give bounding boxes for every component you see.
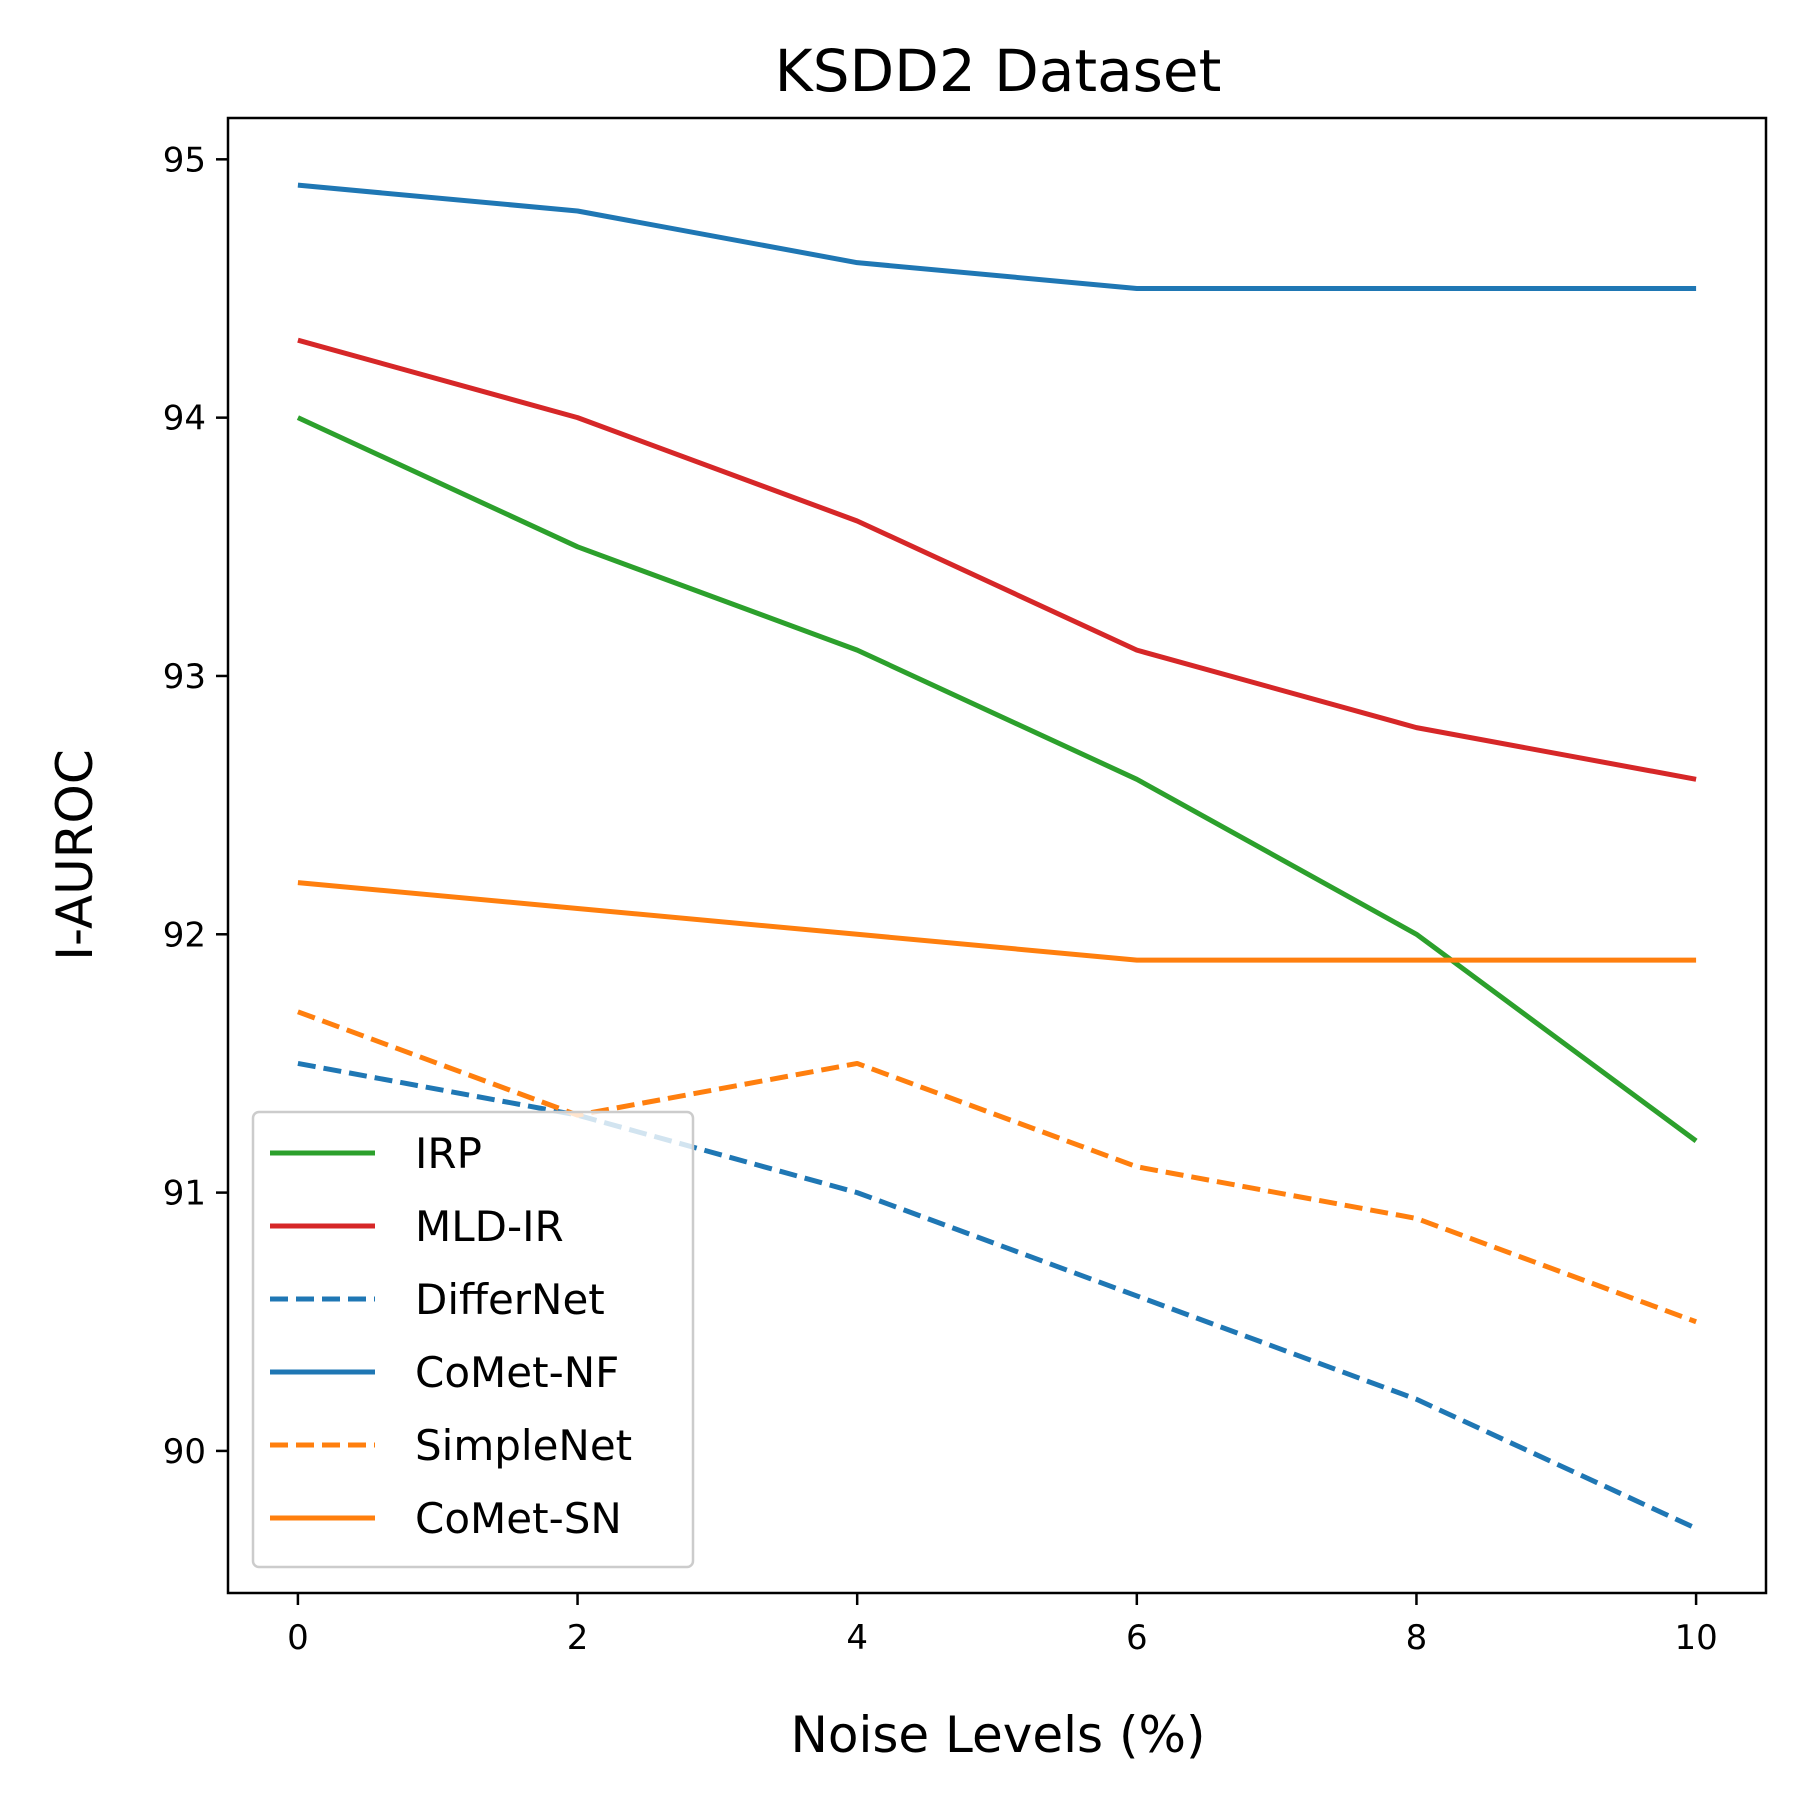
series-line-comet-nf [297, 182, 1697, 291]
x-tick-label: 10 [1674, 1618, 1717, 1658]
y-tick-label: 90 [163, 1432, 206, 1472]
y-axis: 90 91 92 93 94 95 [163, 140, 228, 1472]
y-tick-label: 91 [163, 1174, 206, 1214]
y-axis-title: I-AUROC [46, 749, 104, 961]
y-tick-label: 95 [163, 140, 206, 180]
legend-label: CoMet-NF [415, 1348, 619, 1397]
x-tick-label: 2 [567, 1618, 589, 1658]
series-layer [296, 182, 1698, 1531]
x-axis-title: Noise Levels (%) [790, 1706, 1205, 1764]
series-line-simplenet [297, 1009, 1697, 1325]
x-tick-label: 4 [846, 1618, 868, 1658]
legend-label: IRP [415, 1129, 482, 1178]
legend-label: CoMet-SN [415, 1494, 622, 1543]
chart-title: KSDD2 Dataset [775, 37, 1222, 105]
series-line-differnet [297, 1060, 1698, 1531]
x-tick-label: 6 [1126, 1618, 1148, 1658]
plot-frame [226, 116, 1768, 1595]
series-line-comet-sn [297, 880, 1697, 963]
y-tick-label: 93 [163, 657, 206, 697]
x-axis: 0 2 4 6 8 10 [287, 1593, 1718, 1658]
series-line-irp [296, 415, 1698, 1143]
y-tick-label: 92 [163, 915, 206, 955]
y-tick-label: 94 [163, 399, 206, 439]
legend-label: MLD-IR [415, 1202, 564, 1251]
x-tick-label: 0 [287, 1618, 309, 1658]
legend: IRP MLD-IR DifferNet CoMet-NF SimpleNet CoMet… [251, 1110, 695, 1569]
x-tick-label: 8 [1406, 1618, 1428, 1658]
series-line-mld-ir [297, 337, 1697, 782]
legend-label: DifferNet [415, 1275, 605, 1324]
legend-label: SimpleNet [415, 1421, 632, 1470]
